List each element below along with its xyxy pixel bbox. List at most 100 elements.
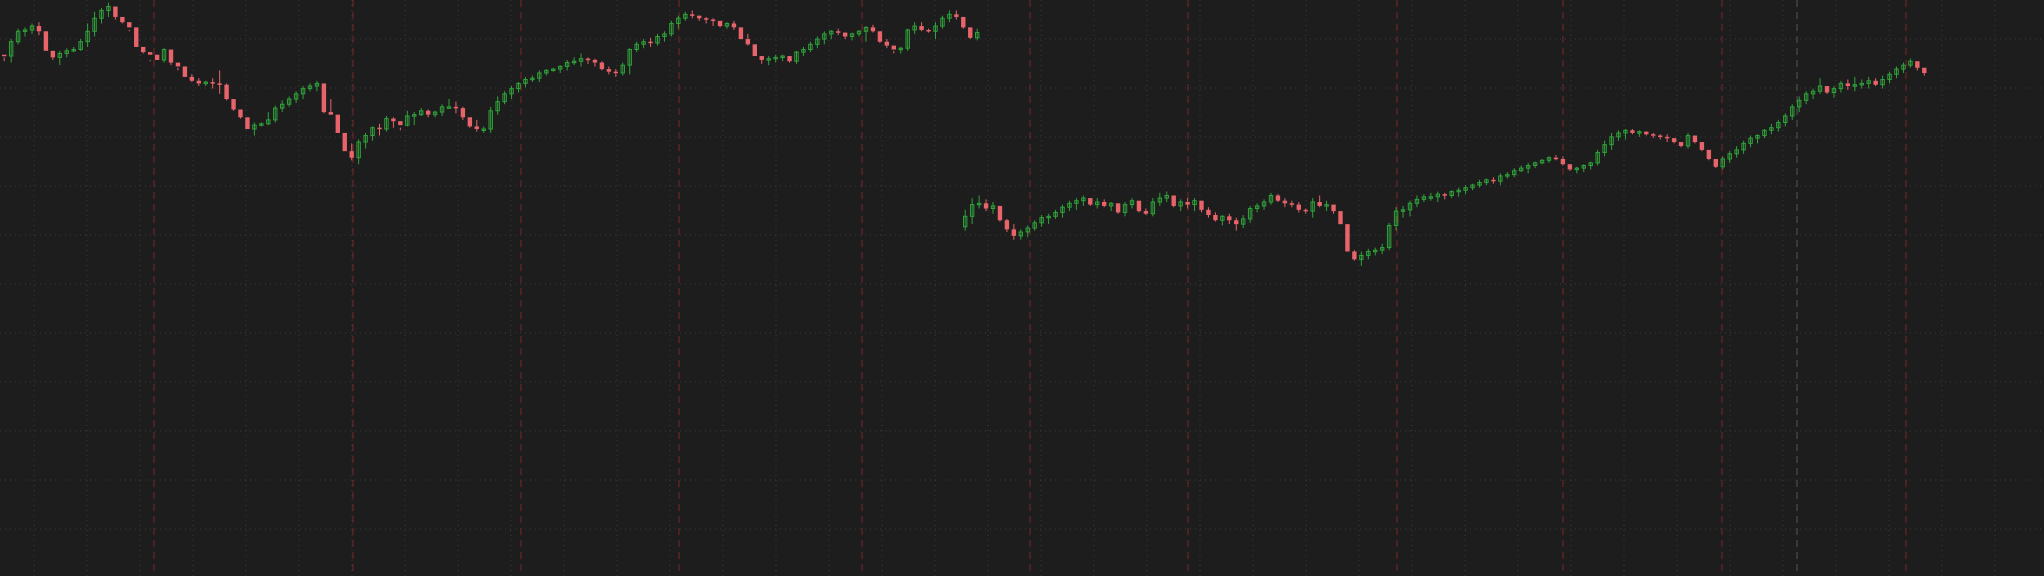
candle (29, 23, 35, 34)
candle (1442, 192, 1447, 200)
candle-body (1373, 249, 1378, 253)
candle-body (703, 18, 709, 20)
candle-body (1491, 179, 1496, 182)
candle-body (432, 111, 438, 116)
candle-body (954, 14, 959, 17)
candle-body (947, 13, 952, 19)
candle-body (99, 9, 104, 19)
candle (717, 20, 723, 28)
candle (1206, 207, 1211, 218)
candle-body (1025, 227, 1030, 233)
candle-body (969, 204, 975, 217)
candle (1922, 67, 1927, 76)
candle (446, 99, 452, 109)
candle-body (975, 32, 980, 39)
candle-body (1317, 201, 1322, 206)
candle (1477, 179, 1482, 188)
candle (815, 36, 820, 49)
candle (1581, 164, 1586, 173)
candle (1637, 130, 1642, 137)
candle (1651, 132, 1656, 139)
candle-body (870, 27, 876, 32)
candle (836, 28, 841, 36)
candle (1532, 161, 1538, 169)
candle-body (919, 26, 924, 30)
candle-body (1623, 129, 1628, 134)
candle-body (558, 65, 563, 70)
candle-body (724, 22, 730, 27)
candle (1727, 151, 1732, 163)
candle (1352, 250, 1357, 261)
candle-body (398, 121, 403, 126)
candle-body (1122, 204, 1128, 213)
candle (1171, 195, 1176, 208)
candle (1505, 172, 1510, 179)
candle-body (1095, 201, 1100, 206)
candle (405, 110, 410, 127)
candle-body (983, 203, 989, 209)
candle-body (613, 71, 618, 74)
candle (1178, 199, 1183, 212)
candle-body (1185, 201, 1190, 205)
candle (1685, 132, 1691, 149)
candle-body (655, 35, 660, 44)
candle (1192, 198, 1197, 212)
candle (1456, 187, 1461, 197)
candle-body (1449, 191, 1454, 196)
candle (891, 45, 896, 54)
candle (141, 46, 146, 54)
candle (884, 39, 890, 49)
candle-body (78, 41, 83, 51)
candle-body (1359, 254, 1364, 260)
candle (328, 99, 334, 115)
candle (1866, 76, 1871, 89)
candle-body (683, 13, 688, 19)
candle (1658, 134, 1663, 140)
candle (113, 6, 118, 20)
candle (1734, 145, 1739, 158)
candle (1449, 190, 1454, 199)
candle (335, 114, 340, 133)
candle (1797, 96, 1802, 113)
candle-body (1220, 215, 1225, 221)
candle-body (752, 44, 757, 57)
candle (961, 16, 966, 29)
candle-body (293, 93, 299, 100)
candle-body (1831, 88, 1837, 94)
candle-body (1922, 67, 1927, 73)
candle-body (1838, 82, 1844, 90)
candle (1664, 134, 1670, 143)
candle-body (759, 56, 764, 60)
candle-body (1393, 210, 1399, 226)
candle (1887, 71, 1892, 84)
candle-body (259, 123, 264, 126)
candle-body (280, 103, 285, 109)
candle-body (1157, 197, 1162, 203)
candle-body (1407, 202, 1413, 211)
candle (1852, 76, 1857, 92)
candle (1373, 247, 1378, 256)
candle (147, 52, 153, 62)
candle-body (1331, 204, 1336, 212)
candle (822, 31, 827, 45)
candle (384, 115, 389, 132)
candle (1678, 142, 1684, 148)
candle-body (405, 115, 410, 126)
candle (481, 126, 486, 133)
candle-body (961, 16, 966, 28)
candle-body (1762, 129, 1767, 137)
candle (238, 109, 243, 119)
candle (439, 104, 445, 116)
candle-body (127, 22, 132, 28)
candle-body (1810, 90, 1816, 95)
candle-body (1699, 142, 1705, 150)
candle-body (891, 45, 896, 50)
candle-body (990, 205, 996, 210)
candle (1220, 215, 1225, 226)
candle-body (1435, 193, 1440, 198)
candle (453, 101, 459, 114)
candle (1859, 79, 1864, 89)
candle (1039, 215, 1044, 227)
candle (523, 76, 528, 88)
